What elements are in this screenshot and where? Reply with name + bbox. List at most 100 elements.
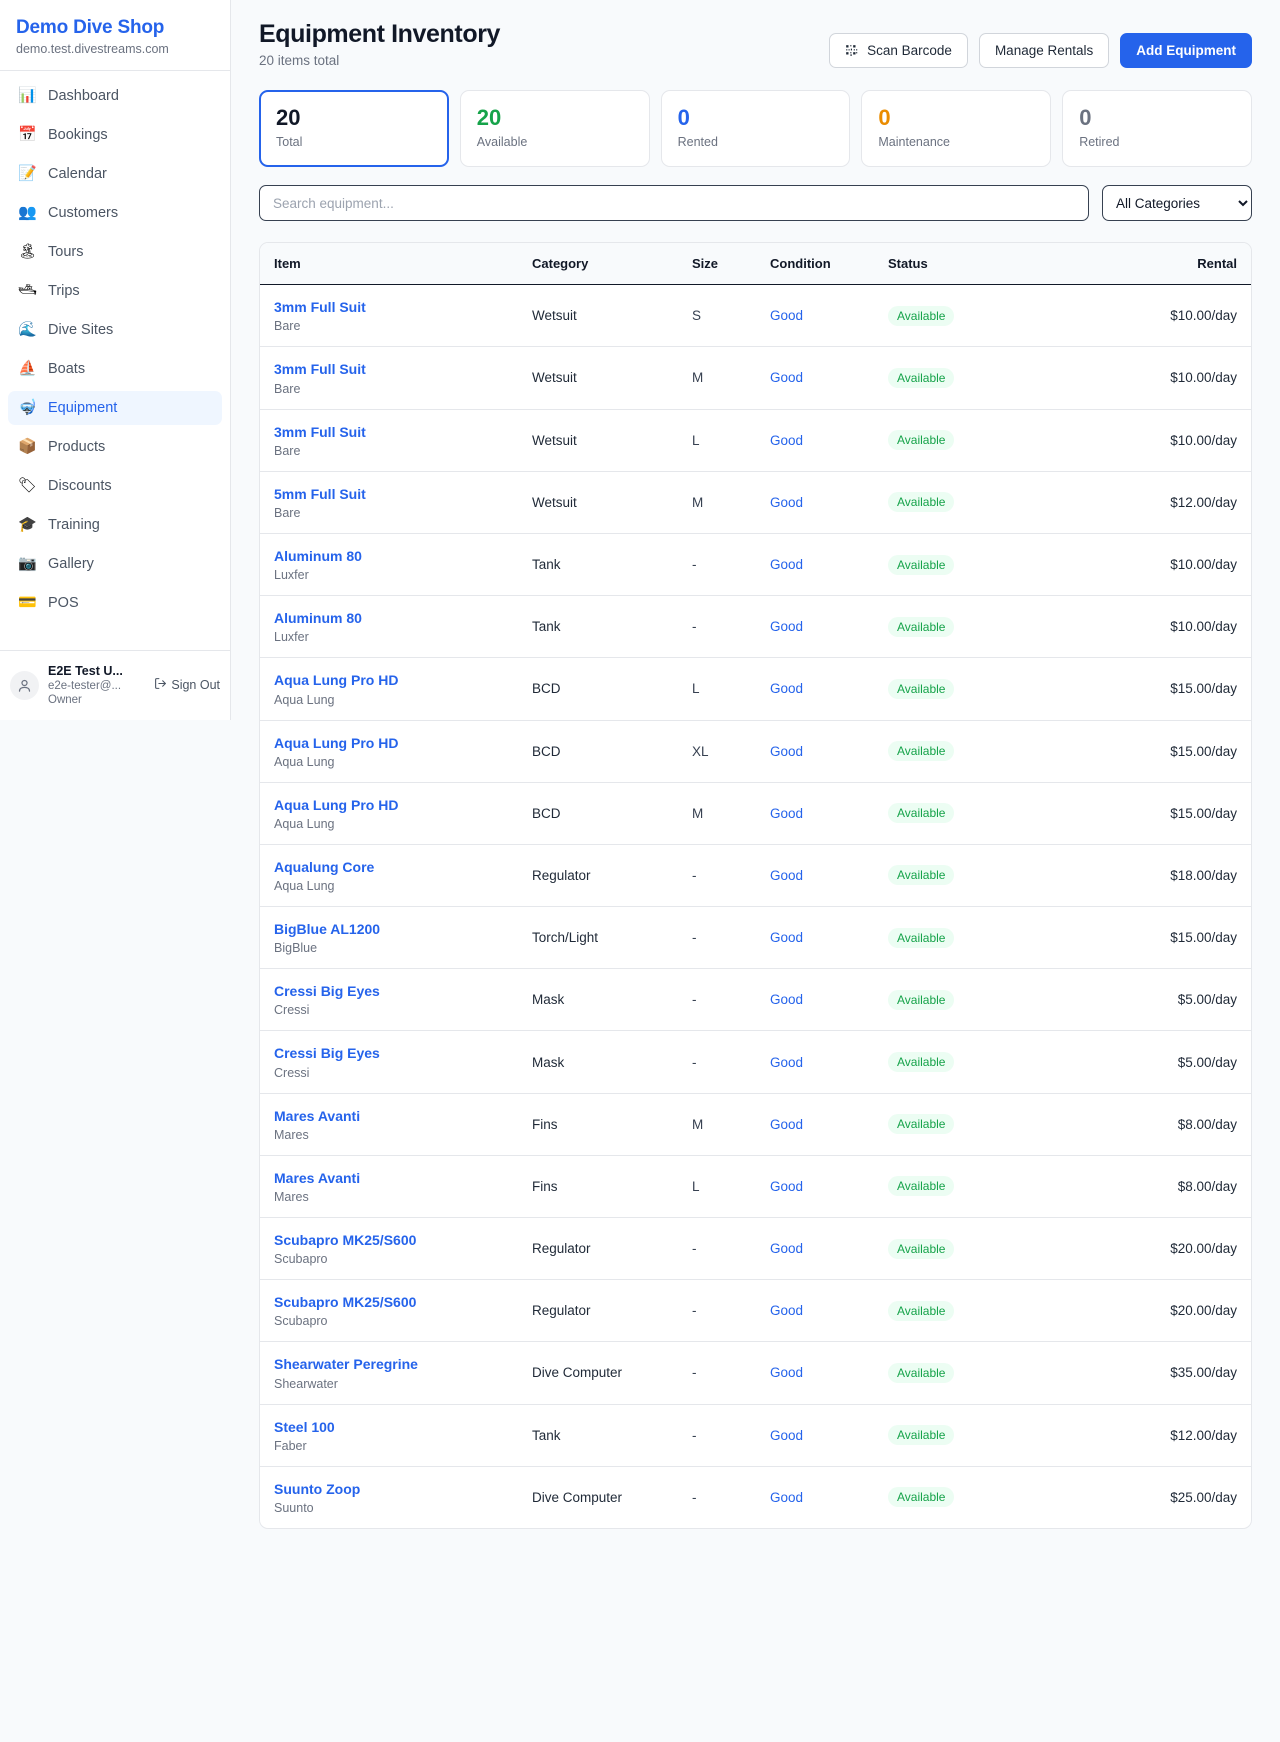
cell-item: BigBlue AL1200 BigBlue: [260, 906, 518, 970]
condition-link[interactable]: Good: [770, 1116, 804, 1132]
table-row[interactable]: Aluminum 80 Luxfer Tank - Good Available $10.0…: [260, 533, 1251, 597]
stat-card-maintenance[interactable]: 0 Maintenance: [861, 90, 1052, 168]
column-header-condition[interactable]: Condition: [756, 243, 874, 286]
condition-link[interactable]: Good: [770, 1489, 804, 1505]
scan-barcode-button[interactable]: Scan Barcode: [829, 33, 968, 68]
cell-rental: $10.00/day: [1009, 595, 1251, 659]
condition-link[interactable]: Good: [770, 370, 804, 386]
table-row[interactable]: Cressi Big Eyes Cressi Mask - Good Available $…: [260, 1030, 1251, 1094]
sidebar-item-bookings[interactable]: 📅 Bookings: [8, 118, 222, 152]
stat-card-rented[interactable]: 0 Rented: [660, 90, 851, 168]
sidebar-item-tours[interactable]: 🏝 Tours: [8, 235, 222, 269]
table-row[interactable]: Suunto Zoop Suunto Dive Computer - Good Avail…: [260, 1466, 1251, 1528]
condition-link[interactable]: Good: [770, 494, 804, 510]
table-row[interactable]: 3mm Full Suit Bare Wetsuit M Good Available $1…: [260, 346, 1251, 410]
condition-link[interactable]: Good: [770, 308, 804, 324]
column-header-rental[interactable]: Rental: [1009, 243, 1251, 286]
condition-link[interactable]: Good: [770, 743, 804, 759]
cell-status: Available: [874, 968, 1009, 1032]
condition-link[interactable]: Good: [770, 992, 804, 1008]
condition-link[interactable]: Good: [770, 1365, 804, 1381]
table-row[interactable]: Aqua Lung Pro HD Aqua Lung BCD L Good Availab…: [260, 657, 1251, 721]
item-name-link[interactable]: Suunto Zoop: [274, 1480, 361, 1497]
category-select[interactable]: All Categories: [1102, 185, 1252, 222]
item-brand: Mares: [274, 1190, 309, 1204]
condition-link[interactable]: Good: [770, 432, 804, 448]
condition-link[interactable]: Good: [770, 1427, 804, 1443]
condition-link[interactable]: Good: [770, 805, 804, 821]
item-name-link[interactable]: Aluminum 80: [274, 610, 362, 627]
sidebar-item-products[interactable]: 📦 Products: [8, 430, 222, 464]
item-name-link[interactable]: Scubapro MK25/S600: [274, 1294, 417, 1311]
item-name-link[interactable]: Mares Avanti: [274, 1169, 361, 1186]
sidebar-item-discounts[interactable]: 🏷 Discounts: [8, 469, 222, 503]
sidebar-item-gallery[interactable]: 📷 Gallery: [8, 547, 222, 581]
table-row[interactable]: BigBlue AL1200 BigBlue Torch/Light - Good Ava…: [260, 906, 1251, 970]
table-row[interactable]: Shearwater Peregrine Shearwater Dive Compu…: [260, 1341, 1251, 1405]
item-name-link[interactable]: 5mm Full Suit: [274, 485, 366, 502]
table-row[interactable]: 5mm Full Suit Bare Wetsuit M Good Available $1…: [260, 471, 1251, 534]
condition-link[interactable]: Good: [770, 619, 804, 635]
table-row[interactable]: Aqua Lung Pro HD Aqua Lung BCD M Good Availab…: [260, 782, 1251, 845]
cell-size: L: [678, 1155, 756, 1219]
sidebar-item-dive-sites[interactable]: 🌊 Dive Sites: [8, 313, 222, 347]
sidebar-item-customers[interactable]: 👥 Customers: [8, 196, 222, 230]
sidebar-item-boats[interactable]: ⛵ Boats: [8, 352, 222, 386]
table-row[interactable]: Aqua Lung Pro HD Aqua Lung BCD XL Good Availa…: [260, 720, 1251, 783]
item-name-link[interactable]: Cressi Big Eyes: [274, 1045, 380, 1062]
item-name-link[interactable]: Cressi Big Eyes: [274, 983, 380, 1000]
condition-link[interactable]: Good: [770, 930, 804, 946]
table-row[interactable]: Mares Avanti Mares Fins L Good Available $8.00…: [260, 1155, 1251, 1219]
table-row[interactable]: Mares Avanti Mares Fins M Good Available $8.00…: [260, 1093, 1251, 1156]
table-row[interactable]: Scubapro MK25/S600 Scubapro Regulator - Good…: [260, 1217, 1251, 1281]
cell-size: -: [678, 906, 756, 970]
item-name-link[interactable]: Aqualung Core: [274, 858, 375, 875]
item-name-link[interactable]: 3mm Full Suit: [274, 361, 366, 378]
condition-link[interactable]: Good: [770, 557, 804, 573]
item-name-link[interactable]: Aluminum 80: [274, 547, 362, 564]
stat-card-retired[interactable]: 0 Retired: [1062, 90, 1252, 168]
item-name-link[interactable]: Shearwater Peregrine: [274, 1356, 418, 1373]
sidebar-item-pos[interactable]: 💳 POS: [8, 586, 222, 620]
condition-link[interactable]: Good: [770, 867, 804, 883]
column-header-category[interactable]: Category: [518, 243, 678, 286]
sidebar-item-calendar[interactable]: 📝 Calendar: [8, 157, 222, 191]
add-equipment-button[interactable]: Add Equipment: [1120, 33, 1252, 68]
cell-size: L: [678, 657, 756, 721]
item-name-link[interactable]: Scubapro MK25/S600: [274, 1232, 417, 1248]
table-row[interactable]: Scubapro MK25/S600 Scubapro Regulator - Good…: [260, 1279, 1251, 1343]
column-header-size[interactable]: Size: [678, 243, 756, 286]
sidebar-item-dashboard[interactable]: 📊 Dashboard: [8, 79, 222, 113]
condition-link[interactable]: Good: [770, 681, 804, 697]
condition-link[interactable]: Good: [770, 1054, 804, 1070]
table-row[interactable]: Aluminum 80 Luxfer Tank - Good Available $10.0…: [260, 595, 1251, 659]
item-name-link[interactable]: Aqua Lung Pro HD: [274, 734, 399, 751]
stat-card-total[interactable]: 20 Total: [259, 90, 449, 168]
item-name-link[interactable]: Steel 100: [274, 1418, 335, 1435]
cell-condition: Good: [756, 1093, 874, 1156]
sign-out-button[interactable]: Sign Out: [154, 677, 220, 693]
sidebar-item-trips[interactable]: 🛥 Trips: [8, 274, 222, 308]
table-row[interactable]: Aqualung Core Aqua Lung Regulator - Good Avai…: [260, 844, 1251, 908]
item-name-link[interactable]: Aqua Lung Pro HD: [274, 672, 399, 689]
item-name-link[interactable]: BigBlue AL1200: [274, 921, 381, 938]
item-name-link[interactable]: 3mm Full Suit: [274, 299, 366, 316]
item-name-link[interactable]: 3mm Full Suit: [274, 423, 366, 440]
column-header-item[interactable]: Item: [260, 243, 518, 286]
table-row[interactable]: Cressi Big Eyes Cressi Mask - Good Available $…: [260, 968, 1251, 1032]
condition-link[interactable]: Good: [770, 1303, 804, 1319]
item-name-link[interactable]: Aqua Lung Pro HD: [274, 796, 399, 813]
sidebar-item-training[interactable]: 🎓 Training: [8, 508, 222, 542]
item-name-link[interactable]: Mares Avanti: [274, 1107, 361, 1124]
table-row[interactable]: Steel 100 Faber Tank - Good Available $12.00/d…: [260, 1404, 1251, 1467]
search-input[interactable]: [259, 185, 1089, 222]
sidebar-item-equipment[interactable]: 🤿 Equipment: [8, 390, 222, 425]
table-row[interactable]: 3mm Full Suit Bare Wetsuit L Good Available $1…: [260, 409, 1251, 472]
condition-link[interactable]: Good: [770, 1178, 804, 1194]
manage-rentals-button[interactable]: Manage Rentals: [978, 33, 1110, 68]
stat-card-available[interactable]: 20 Available: [459, 90, 650, 168]
table-row[interactable]: 3mm Full Suit Bare Wetsuit S Good Available $1…: [260, 284, 1251, 348]
condition-link[interactable]: Good: [770, 1241, 804, 1257]
item-brand: Bare: [274, 505, 301, 520]
column-header-status[interactable]: Status: [874, 243, 1009, 286]
